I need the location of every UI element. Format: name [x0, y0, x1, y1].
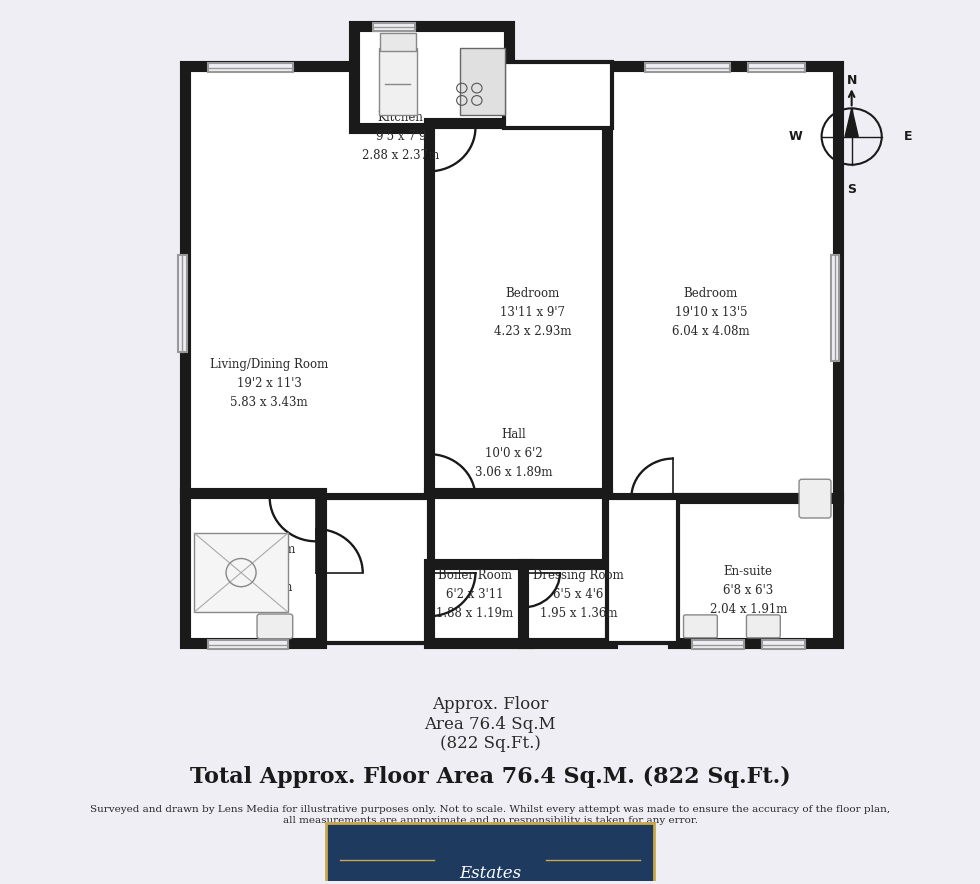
- Wedge shape: [631, 458, 673, 498]
- Bar: [317, 498, 429, 643]
- Bar: [523, 564, 612, 643]
- Bar: [429, 493, 608, 573]
- Text: Bedroom
13'11 x 9'7
4.23 x 2.93m: Bedroom 13'11 x 9'7 4.23 x 2.93m: [494, 287, 571, 339]
- Bar: [208, 640, 288, 649]
- Text: Surveyed and drawn by Lens Media for illustrative purposes only. Not to scale. W: Surveyed and drawn by Lens Media for ill…: [90, 805, 890, 825]
- Bar: [749, 64, 805, 72]
- Bar: [372, 23, 415, 31]
- Bar: [673, 498, 838, 643]
- Text: En-suite
6'8 x 6'3
2.04 x 1.91m: En-suite 6'8 x 6'3 2.04 x 1.91m: [710, 565, 787, 616]
- Bar: [194, 533, 288, 613]
- Bar: [645, 64, 729, 72]
- FancyBboxPatch shape: [683, 615, 717, 637]
- Text: N: N: [847, 73, 857, 87]
- Text: Total Approx. Floor Area 76.4 Sq.M. (822 Sq.Ft.): Total Approx. Floor Area 76.4 Sq.M. (822…: [189, 766, 791, 788]
- Bar: [608, 498, 678, 643]
- Text: TRACY PHILLIPS: TRACY PHILLIPS: [388, 833, 592, 853]
- Bar: [831, 255, 840, 362]
- Bar: [380, 34, 416, 51]
- Wedge shape: [523, 573, 561, 608]
- Text: Shower Room
7'1 x 5'2
2.16 x 1.57m: Shower Room 7'1 x 5'2 2.16 x 1.57m: [212, 543, 295, 594]
- Bar: [379, 49, 416, 115]
- Text: E: E: [904, 130, 912, 143]
- Wedge shape: [429, 453, 476, 498]
- Text: Boiler Room
6'2 x 3'11
1.88 x 1.19m: Boiler Room 6'2 x 3'11 1.88 x 1.19m: [436, 569, 514, 621]
- Polygon shape: [845, 109, 858, 136]
- Bar: [184, 493, 320, 643]
- Bar: [208, 64, 293, 72]
- Bar: [460, 49, 505, 115]
- Bar: [178, 255, 186, 353]
- Text: Bedroom
19'10 x 13'5
6.04 x 4.08m: Bedroom 19'10 x 13'5 6.04 x 4.08m: [672, 287, 750, 339]
- Wedge shape: [429, 127, 476, 171]
- Bar: [354, 27, 509, 127]
- Text: Area 76.4 Sq.M: Area 76.4 Sq.M: [424, 716, 556, 733]
- Text: Approx. Floor: Approx. Floor: [432, 697, 548, 713]
- Text: (822 Sq.Ft.): (822 Sq.Ft.): [440, 735, 540, 752]
- Wedge shape: [270, 498, 317, 542]
- Bar: [429, 124, 616, 498]
- FancyBboxPatch shape: [799, 479, 831, 518]
- Text: Hall
10'0 x 6'2
3.06 x 1.89m: Hall 10'0 x 6'2 3.06 x 1.89m: [474, 428, 553, 479]
- Bar: [608, 66, 838, 498]
- Text: Kitchen
9'5 x 7'9
2.88 x 2.37m: Kitchen 9'5 x 7'9 2.88 x 2.37m: [363, 111, 439, 162]
- Bar: [429, 564, 527, 643]
- FancyBboxPatch shape: [257, 614, 293, 638]
- Text: W: W: [789, 130, 803, 143]
- Text: Estates: Estates: [459, 865, 521, 882]
- Wedge shape: [429, 573, 476, 617]
- Text: Dressing Room
6'5 x 4'6
1.95 x 1.36m: Dressing Room 6'5 x 4'6 1.95 x 1.36m: [533, 569, 623, 621]
- Bar: [504, 62, 612, 127]
- Text: Living/Dining Room
19'2 x 11'3
5.83 x 3.43m: Living/Dining Room 19'2 x 11'3 5.83 x 3.…: [210, 358, 328, 408]
- Bar: [184, 66, 433, 498]
- Wedge shape: [317, 529, 364, 573]
- Bar: [325, 823, 655, 884]
- Bar: [692, 640, 744, 649]
- Text: S: S: [847, 183, 857, 196]
- Bar: [762, 640, 805, 649]
- FancyBboxPatch shape: [747, 615, 780, 637]
